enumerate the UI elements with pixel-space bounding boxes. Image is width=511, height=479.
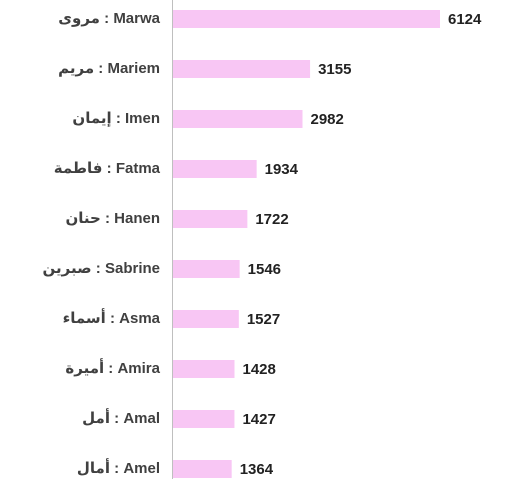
- category-label: أمل : Amal: [82, 408, 160, 427]
- category-label: صبرين : Sabrine: [43, 260, 160, 277]
- category-label: إيمان : Imen: [72, 110, 160, 127]
- value-label: 3155: [318, 61, 351, 78]
- value-label: 1428: [242, 361, 275, 378]
- category-label: فاطمة : Fatma: [54, 160, 161, 177]
- category-label: حنان : Hanen: [65, 210, 160, 227]
- category-label: أمال : Amel: [77, 458, 160, 477]
- bar: [173, 310, 239, 328]
- value-label: 1527: [247, 311, 280, 328]
- value-label: 1364: [240, 461, 274, 478]
- value-label: 1546: [248, 261, 281, 278]
- bar: [173, 260, 240, 278]
- bar: [173, 10, 440, 28]
- bar: [173, 60, 311, 78]
- bar: [173, 210, 248, 228]
- bar: [173, 410, 235, 428]
- value-label: 6124: [448, 11, 482, 28]
- value-label: 1934: [265, 161, 299, 178]
- bar: [173, 160, 257, 178]
- category-label: مروى : Marwa: [58, 10, 160, 27]
- bar: [173, 460, 232, 478]
- category-label: أسماء : Asma: [63, 308, 161, 327]
- category-label: مريم : Mariem: [58, 60, 160, 77]
- category-label: أميرة : Amira: [65, 358, 160, 377]
- bar: [173, 360, 235, 378]
- value-label: 2982: [310, 111, 343, 128]
- bar: [173, 110, 303, 128]
- value-label: 1427: [242, 411, 275, 428]
- value-label: 1722: [255, 211, 288, 228]
